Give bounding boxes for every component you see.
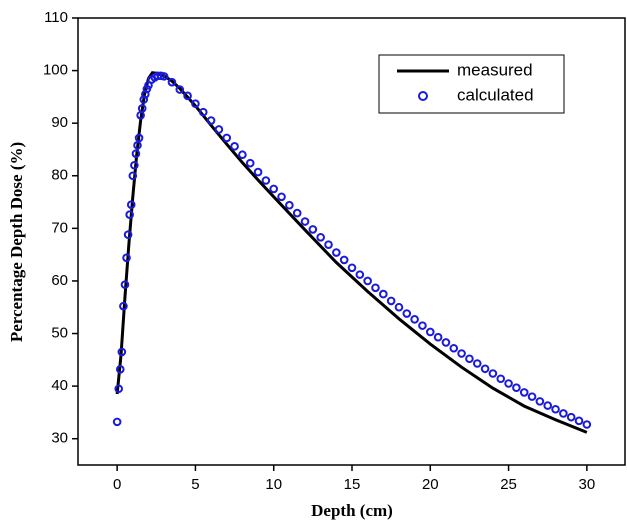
legend-label: calculated bbox=[457, 85, 534, 104]
data-point bbox=[238, 150, 247, 160]
data-point bbox=[261, 176, 271, 185]
data-point bbox=[222, 133, 232, 143]
data-point bbox=[425, 327, 435, 337]
data-point bbox=[449, 343, 459, 353]
data-point bbox=[198, 107, 208, 117]
legend-marker bbox=[418, 91, 428, 101]
data-point bbox=[410, 315, 419, 324]
y-tick-label: 70 bbox=[51, 219, 68, 236]
data-point bbox=[214, 125, 224, 134]
data-point bbox=[120, 280, 130, 289]
x-tick-label: 15 bbox=[344, 476, 361, 493]
data-point bbox=[183, 91, 192, 101]
data-point bbox=[386, 296, 396, 306]
x-tick-label: 5 bbox=[191, 476, 199, 493]
data-point bbox=[206, 116, 216, 125]
data-point bbox=[131, 149, 141, 158]
data-point bbox=[379, 289, 388, 299]
data-point bbox=[457, 349, 466, 358]
data-point bbox=[402, 309, 412, 318]
y-tick-label: 100 bbox=[43, 62, 68, 79]
x-axis-title: Depth (cm) bbox=[311, 501, 393, 520]
data-point bbox=[504, 379, 513, 388]
data-point bbox=[316, 232, 325, 242]
data-point bbox=[355, 270, 365, 279]
data-point bbox=[324, 240, 333, 249]
data-point bbox=[433, 332, 443, 342]
data-point bbox=[285, 200, 294, 210]
data-point bbox=[277, 192, 286, 202]
data-point bbox=[191, 99, 200, 109]
data-point bbox=[119, 301, 128, 311]
y-tick-label: 60 bbox=[51, 272, 68, 289]
legend-box bbox=[378, 54, 565, 114]
x-tick-label: 20 bbox=[422, 476, 439, 493]
data-point bbox=[245, 158, 255, 168]
data-point bbox=[122, 253, 131, 263]
data-point bbox=[126, 200, 136, 209]
data-point bbox=[551, 404, 560, 414]
data-point bbox=[543, 401, 553, 410]
data-point bbox=[566, 412, 576, 422]
data-point bbox=[574, 416, 584, 426]
x-tick-label: 0 bbox=[113, 476, 121, 493]
data-point bbox=[175, 85, 185, 94]
data-point bbox=[308, 225, 318, 234]
data-point bbox=[535, 397, 545, 406]
data-point bbox=[159, 72, 169, 81]
y-tick-label: 50 bbox=[51, 324, 68, 341]
y-tick-label: 40 bbox=[51, 377, 68, 394]
data-point bbox=[480, 364, 490, 374]
data-point bbox=[269, 184, 279, 194]
data-point bbox=[114, 384, 124, 394]
data-point bbox=[332, 248, 341, 257]
data-point bbox=[394, 302, 404, 312]
data-point bbox=[112, 417, 122, 427]
y-tick-label: 80 bbox=[51, 167, 68, 184]
data-point bbox=[134, 133, 144, 143]
y-axis-title: Percentage Depth Dose (%) bbox=[7, 142, 26, 342]
y-tick-label: 110 bbox=[44, 9, 68, 26]
data-point bbox=[488, 369, 498, 378]
data-point bbox=[128, 171, 138, 181]
data-point bbox=[371, 283, 380, 293]
data-point bbox=[123, 230, 133, 239]
data-point bbox=[115, 364, 125, 374]
data-point bbox=[496, 374, 506, 384]
y-tick-label: 30 bbox=[51, 430, 68, 447]
data-point bbox=[418, 321, 427, 330]
data-point bbox=[472, 359, 482, 368]
data-point bbox=[130, 160, 139, 170]
data-point bbox=[300, 217, 310, 226]
data-point bbox=[292, 208, 302, 218]
data-point bbox=[137, 104, 147, 113]
data-point bbox=[559, 409, 568, 418]
measured-line bbox=[115, 71, 588, 434]
data-point bbox=[465, 354, 474, 364]
legend-label: measured bbox=[457, 60, 533, 79]
data-point bbox=[133, 140, 142, 150]
x-tick-label: 10 bbox=[265, 476, 282, 493]
data-point bbox=[527, 392, 537, 401]
x-tick-label: 30 bbox=[579, 476, 596, 493]
x-tick-label: 25 bbox=[500, 476, 517, 493]
data-point bbox=[363, 276, 372, 286]
data-point bbox=[125, 210, 134, 219]
data-point bbox=[441, 338, 451, 347]
data-point bbox=[519, 388, 529, 397]
y-tick-label: 90 bbox=[51, 114, 68, 131]
data-point bbox=[167, 77, 177, 87]
data-point bbox=[339, 255, 349, 265]
data-point bbox=[253, 167, 263, 177]
data-point bbox=[230, 142, 239, 151]
data-point bbox=[347, 263, 357, 273]
data-point bbox=[582, 420, 592, 429]
data-point bbox=[512, 383, 521, 392]
data-point bbox=[117, 347, 127, 357]
